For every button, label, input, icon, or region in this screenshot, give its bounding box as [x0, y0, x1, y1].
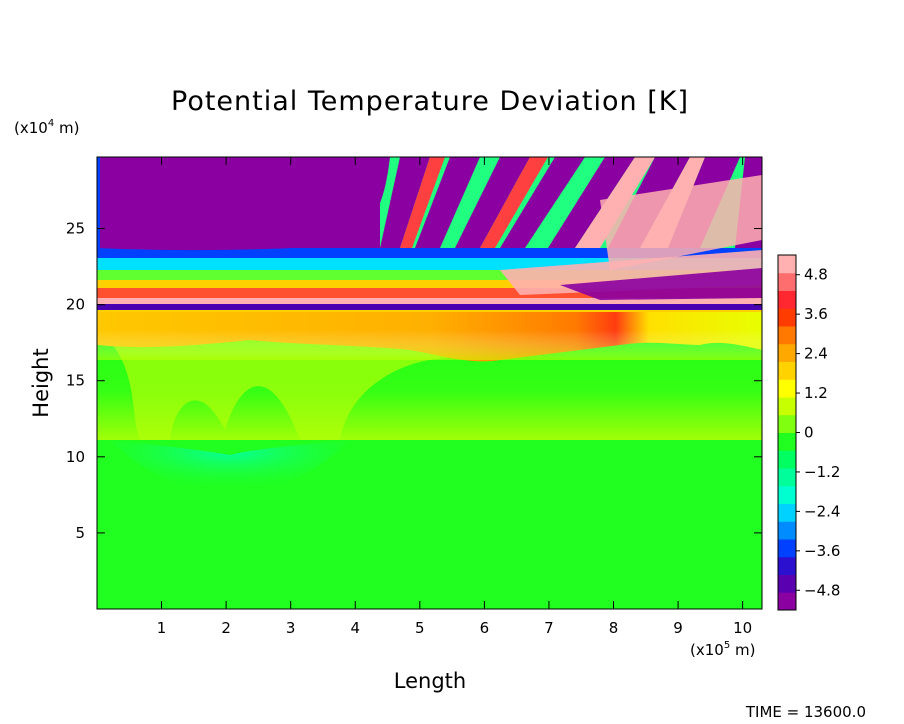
x-axis-ticks: 1 2 3 4 5 6 7 8 9 10: [157, 157, 752, 637]
wave-3: [455, 157, 530, 248]
time-annotation: TIME = 13600.0: [745, 703, 866, 721]
colorbar-label: −4.8: [804, 581, 840, 599]
colorbar-swatch: [778, 397, 796, 416]
colorbar-labels: 4.8 3.6 2.4 1.2 0 −1.2 −2.4 −3.6 −4.8: [796, 266, 840, 599]
x-tick-label: 4: [350, 619, 360, 637]
colorbar-label: −2.4: [804, 502, 840, 520]
y-tick-label: 20: [66, 296, 85, 314]
x-tick-label: 7: [544, 619, 554, 637]
colorbar-swatch: [778, 574, 796, 593]
colorbar-swatch: [778, 468, 796, 487]
cold-pool-edge: [97, 157, 100, 248]
strat-band-6: [97, 298, 762, 304]
y-tick-label: 15: [66, 372, 85, 390]
wave-4: [500, 157, 585, 248]
colorbar: [778, 255, 796, 611]
chart-title: Potential Temperature Deviation [K]: [171, 86, 689, 117]
x-tick-label: 5: [415, 619, 425, 637]
colorbar-swatch: [778, 290, 796, 309]
colorbar-label: 1.2: [804, 384, 828, 402]
colorbar-label: 0: [804, 424, 814, 442]
wave-warm-2: [480, 157, 548, 248]
y-tick-label: 10: [66, 448, 85, 466]
x-tick-label: 2: [221, 619, 231, 637]
colorbar-swatch: [778, 450, 796, 469]
colorbar-swatch: [778, 539, 796, 558]
wave-warm-1: [400, 157, 445, 248]
x-axis-unit: (x105 m): [690, 640, 755, 659]
plot-frame: [96, 156, 763, 610]
strat-band-5: [97, 288, 762, 298]
region-cold-pool: [97, 157, 390, 251]
colorbar-swatch: [778, 432, 796, 451]
y-axis-ticks: 5 10 15 20 25: [66, 220, 762, 542]
tropopause-edge: [97, 310, 762, 312]
strat-band-4: [97, 280, 762, 288]
colorbar-label: 4.8: [804, 266, 828, 284]
x-tick-label: 1: [157, 619, 167, 637]
y-tick-label: 5: [75, 524, 85, 542]
region-cold-patch: [110, 440, 350, 500]
warm-layer-fade: [97, 330, 762, 360]
strat-band-1: [97, 248, 762, 258]
colorbar-label: −3.6: [804, 542, 840, 560]
colorbar-swatch: [778, 521, 796, 540]
wave-1: [380, 157, 430, 248]
x-tick-label: 3: [286, 619, 296, 637]
strat-band-3: [97, 270, 762, 280]
colorbar-label: −1.2: [804, 463, 840, 481]
x-tick-label: 9: [673, 619, 683, 637]
region-tropopause-line: [97, 304, 762, 310]
x-tick-label: 8: [609, 619, 619, 637]
colorbar-swatch: [778, 308, 796, 327]
heatmap-plot: [97, 157, 762, 609]
colorbar-swatch: [778, 361, 796, 380]
wave-2: [415, 157, 480, 248]
colorbar-swatch: [778, 414, 796, 433]
y-axis-unit: (x104 m): [14, 118, 79, 137]
colorbar-swatch: [778, 503, 796, 522]
y-tick-label: 25: [66, 220, 85, 238]
colorbar-swatch: [778, 485, 796, 504]
x-axis-label: Length: [394, 669, 466, 693]
x-tick-label: 10: [733, 619, 752, 637]
colorbar-swatch: [778, 326, 796, 345]
wave-5: [548, 157, 635, 248]
colorbar-swatch: [778, 592, 796, 611]
y-axis-label: Height: [29, 348, 53, 417]
stratosphere-waves: [380, 157, 762, 300]
colorbar-swatch: [778, 343, 796, 362]
wave-purple-band: [560, 268, 762, 300]
colorbar-swatch: [778, 379, 796, 398]
colorbar-label: 2.4: [804, 345, 828, 363]
wave-warm-5: [600, 175, 762, 270]
colorbar-swatch: [778, 272, 796, 291]
colorbar-swatch: [778, 556, 796, 575]
x-tick-label: 6: [480, 619, 490, 637]
colorbar-label: 3.6: [804, 305, 828, 323]
colorbar-swatch: [778, 255, 796, 274]
